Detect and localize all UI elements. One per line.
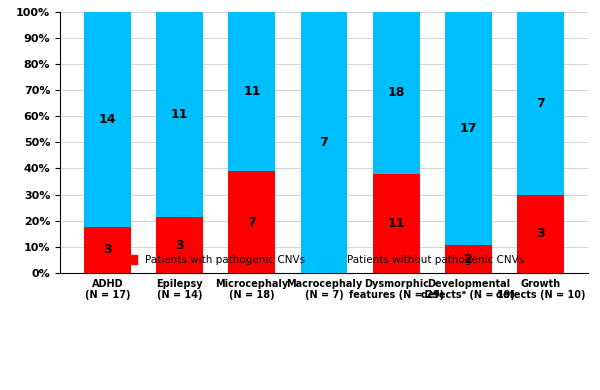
- Text: 7: 7: [320, 136, 328, 149]
- Bar: [84, 12, 131, 227]
- Text: 3: 3: [103, 243, 112, 257]
- Bar: [156, 12, 203, 217]
- Text: 2: 2: [464, 253, 473, 266]
- Bar: [301, 12, 347, 273]
- Bar: [156, 217, 203, 273]
- Bar: [229, 171, 275, 273]
- Text: 3: 3: [175, 239, 184, 252]
- Text: 18: 18: [388, 86, 405, 99]
- Text: 3: 3: [536, 227, 545, 240]
- Text: 7: 7: [536, 97, 545, 110]
- Bar: [445, 245, 492, 273]
- Text: 11: 11: [171, 108, 188, 121]
- Text: 14: 14: [99, 113, 116, 126]
- Text: 11: 11: [388, 217, 405, 230]
- Bar: [229, 12, 275, 171]
- Text: 11: 11: [243, 85, 260, 98]
- Bar: [373, 12, 419, 174]
- Text: 17: 17: [460, 122, 477, 135]
- Legend: Patients with pathogenic CNVs, Patients without pathogenic CNVs: Patients with pathogenic CNVs, Patients …: [119, 250, 529, 270]
- Bar: [84, 227, 131, 273]
- Bar: [373, 174, 419, 273]
- Bar: [445, 12, 492, 245]
- Text: 7: 7: [247, 216, 256, 229]
- Bar: [517, 12, 564, 195]
- Bar: [517, 195, 564, 273]
